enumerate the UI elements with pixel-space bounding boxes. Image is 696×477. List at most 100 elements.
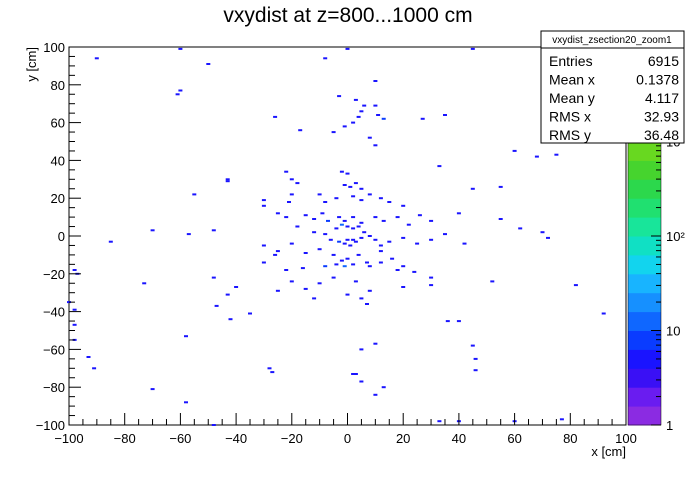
y-tick-label: 20 (51, 191, 65, 206)
heatmap-cell (573, 284, 578, 287)
color-scale-tick-label: 10² (666, 229, 685, 244)
color-scale-segment (628, 368, 661, 388)
heatmap-cell (378, 244, 383, 247)
heatmap-cell (373, 238, 378, 241)
heatmap-cell (270, 371, 275, 374)
heatmap-cell (359, 380, 364, 383)
heatmap-cell (345, 225, 350, 228)
heatmap-cell (356, 253, 361, 256)
heatmap-cell (289, 280, 294, 283)
heatmap-cell (359, 236, 364, 239)
heatmap-cell (289, 178, 294, 181)
heatmap-cell (317, 193, 322, 196)
heatmap-cell (317, 248, 322, 251)
color-scale-segment (628, 349, 661, 369)
x-tick-label: 60 (507, 431, 521, 446)
heatmap-cell (401, 204, 406, 207)
heatmap-cell (150, 388, 155, 391)
heatmap-cell (353, 98, 358, 101)
heatmap-cell (395, 269, 400, 271)
heatmap-cell (353, 280, 358, 283)
heatmap-cell (362, 104, 367, 107)
heatmap-cell (289, 242, 294, 245)
y-tick-label: 100 (43, 40, 65, 55)
heatmap-cell (473, 369, 478, 372)
heatmap-cell (206, 63, 211, 65)
x-tick-label: −40 (225, 431, 247, 446)
heatmap-cell (353, 182, 358, 185)
x-tick-label: 20 (396, 431, 410, 446)
heatmap-cell (331, 276, 336, 279)
heatmap-cell (211, 424, 216, 426)
stats-row-label: Entries (549, 53, 593, 69)
heatmap-cell (342, 219, 347, 222)
heatmap-cell (473, 357, 478, 360)
y-tick-label: 0 (58, 229, 65, 244)
heatmap-cell (312, 231, 317, 234)
heatmap-cell (443, 233, 447, 236)
heatmap-cell (356, 225, 361, 228)
heatmap-cell (225, 293, 230, 296)
heatmap-cell (303, 214, 308, 217)
heatmap-cell (462, 242, 467, 245)
heatmap-cell (337, 240, 342, 243)
heatmap-cell (284, 269, 289, 271)
heatmap-cell (326, 219, 330, 222)
heatmap-cell (225, 180, 230, 183)
heatmap-cell (275, 289, 280, 292)
stats-row-value: 32.93 (644, 109, 679, 125)
heatmap-cell (175, 93, 180, 96)
heatmap-cell (373, 104, 378, 107)
color-scale-segment (628, 406, 661, 426)
heatmap-cell (284, 216, 289, 219)
stats-box: vxydist_zsection20_zoom1 Entries 6915 Mean… (540, 30, 685, 144)
heatmap-cell (359, 110, 364, 113)
heatmap-cell (367, 193, 372, 196)
x-tick-label: 40 (452, 431, 466, 446)
stats-box-frame (540, 30, 685, 144)
heatmap-cell (284, 170, 289, 173)
x-axis-label: x [cm] (591, 444, 626, 459)
stats-row-label: RMS y (549, 127, 591, 143)
heatmap-cell (378, 197, 383, 200)
heatmap-cell (559, 418, 564, 421)
y-axis-label: y [cm] (24, 47, 39, 82)
y-tick-label: −100 (36, 418, 65, 433)
x-axis: −100 −80 −60 −40 −20 0 20 40 60 80 100 (54, 413, 637, 446)
heatmap-cell (261, 199, 266, 202)
x-tick-label: −60 (169, 431, 191, 446)
heatmap-cell (490, 280, 495, 283)
color-scale-segment (628, 273, 661, 294)
heatmap-cell (373, 216, 378, 219)
heatmap-cell (351, 216, 356, 219)
color-scale-segment (628, 254, 661, 275)
heatmap-cell (339, 170, 344, 173)
color-scale-segment (628, 236, 661, 256)
heatmap-cell (334, 263, 339, 266)
heatmap-cell (387, 201, 392, 203)
heatmap-cell (192, 193, 197, 196)
heatmap-cell (498, 185, 503, 188)
heatmap-cell (228, 318, 233, 321)
heatmap-cell (390, 257, 395, 260)
heatmap-cell (429, 238, 434, 241)
heatmap-cell (303, 287, 308, 290)
heatmap-cell (150, 229, 155, 232)
heatmap-cell (518, 227, 523, 230)
heatmap-cell (287, 201, 291, 203)
heatmap-cell (261, 261, 266, 264)
heatmap-cell (365, 261, 369, 264)
heatmap-cell (273, 115, 278, 118)
stats-row-label: RMS x (549, 109, 591, 125)
x-tick-label: −80 (114, 431, 136, 446)
heatmap-cell (351, 263, 356, 266)
heatmap-cell (261, 204, 266, 207)
heatmap-cell (353, 240, 358, 243)
heatmap-cell (376, 114, 381, 116)
heatmap-cell (186, 233, 191, 236)
heatmap-cell (359, 348, 364, 351)
heatmap-cell (339, 223, 344, 226)
heatmap-cell (367, 265, 372, 268)
heatmap-cell (273, 253, 278, 256)
heatmap-cell (337, 95, 342, 98)
